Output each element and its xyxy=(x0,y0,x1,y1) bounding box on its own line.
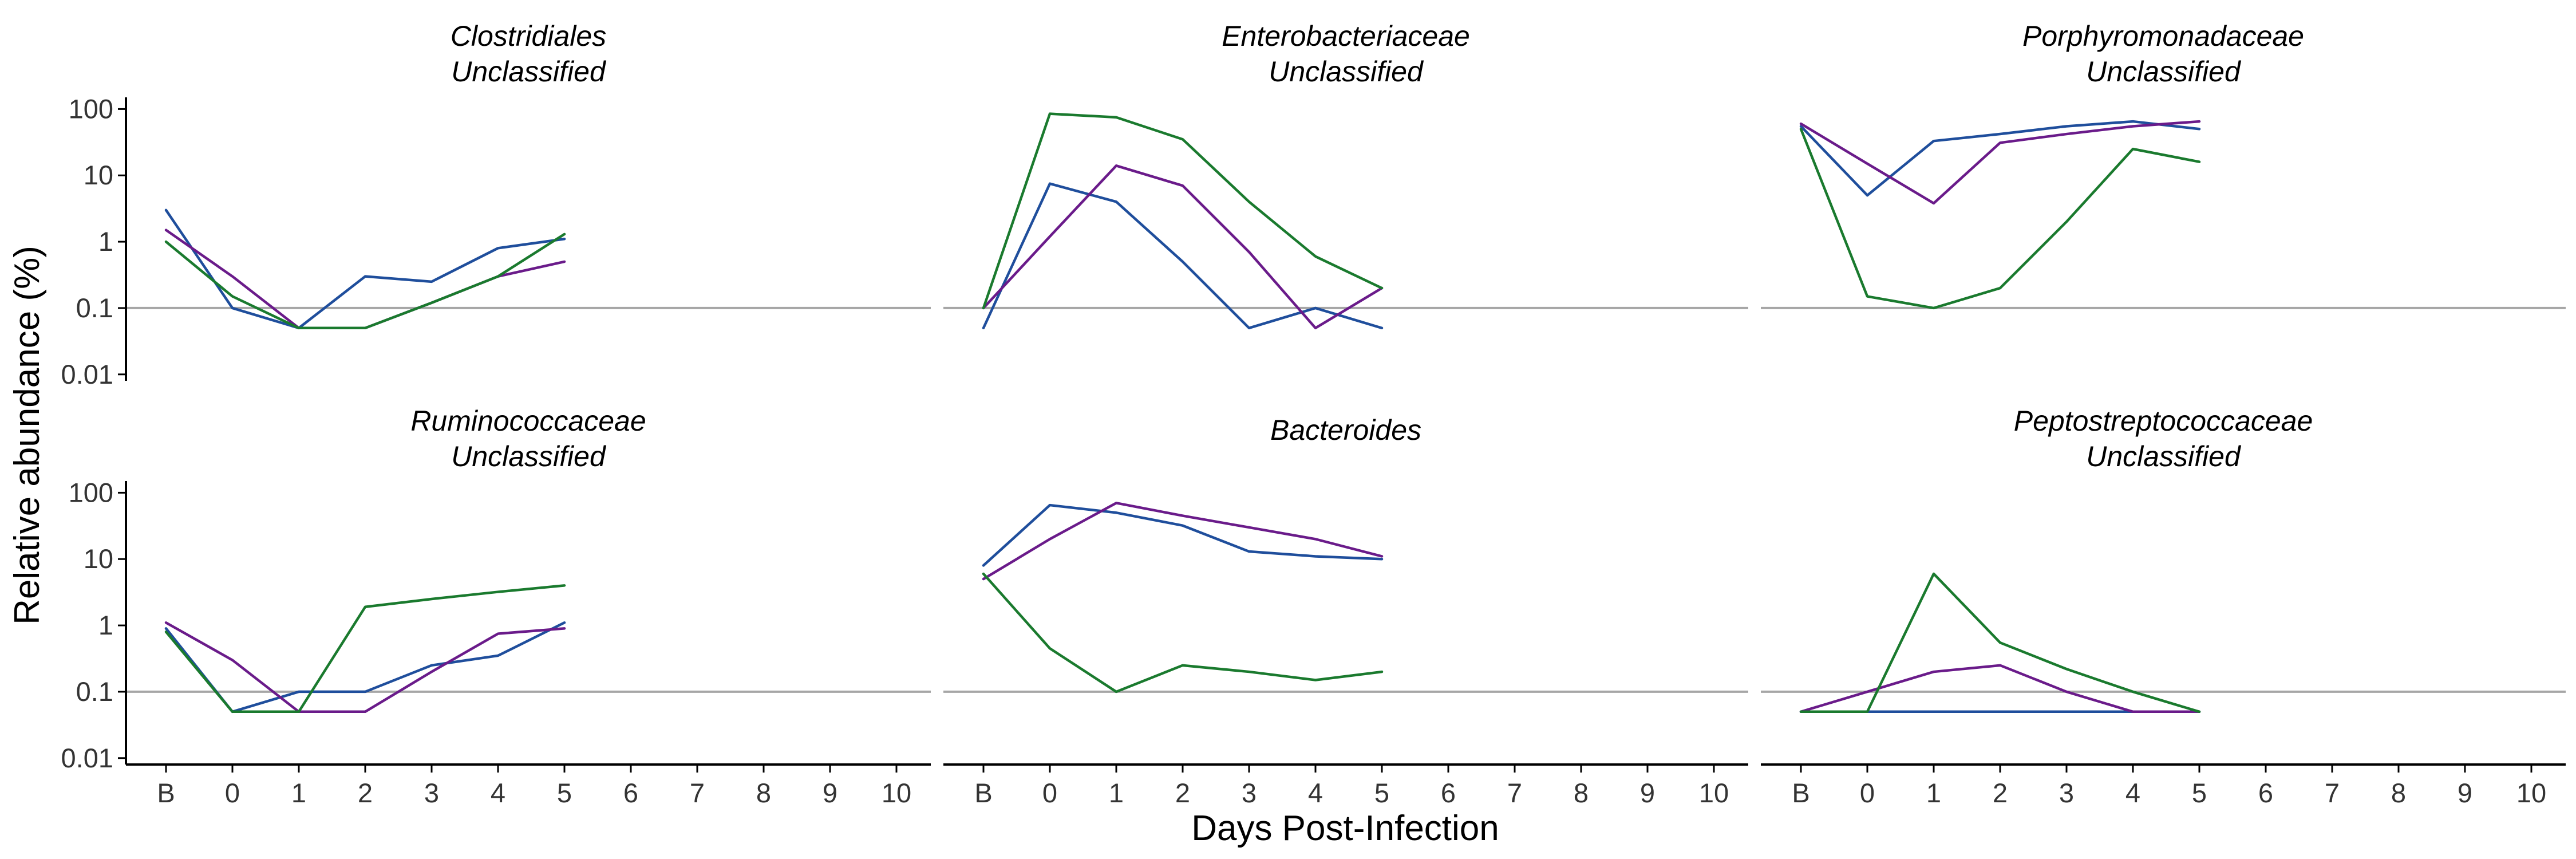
x-axis-title: Days Post-Infection xyxy=(1191,809,1499,848)
x-tick-label: 1 xyxy=(291,778,306,808)
y-axis-title: Relative abundance (%) xyxy=(7,246,47,625)
series-line-3 xyxy=(1799,572,2201,714)
x-tick-label: 8 xyxy=(1574,778,1589,808)
x-tick-label: 0 xyxy=(1042,778,1057,808)
panel-title: Bacteroides xyxy=(1270,414,1421,446)
x-tick-label: 5 xyxy=(557,778,572,808)
y-tick-label: 100 xyxy=(69,477,113,507)
x-tick-label: 3 xyxy=(2059,778,2074,808)
y-tick-label: 0.1 xyxy=(76,676,113,707)
panel-3: Porphyromonadaceae Unclassified xyxy=(1761,20,2566,310)
series-line-2 xyxy=(164,621,566,714)
x-tick-label: 3 xyxy=(424,778,439,808)
panel-4: RuminococcaceaeUnclassified0.010.1110100… xyxy=(61,405,931,808)
x-tick-label: B xyxy=(1792,778,1809,808)
x-tick-label: 6 xyxy=(1441,778,1456,808)
x-tick-label: 4 xyxy=(1308,778,1323,808)
series-line-2 xyxy=(1799,120,2201,205)
series-line-1 xyxy=(982,503,1384,567)
x-tick-label: 2 xyxy=(358,778,373,808)
panel-2: Enterobacteriaceae Unclassified xyxy=(943,20,1748,330)
x-tick-label: 10 xyxy=(2516,778,2546,808)
y-tick-label: 0.01 xyxy=(61,359,113,389)
x-tick-label: 6 xyxy=(623,778,638,808)
x-tick-label: 9 xyxy=(2458,778,2472,808)
series-line-1 xyxy=(982,182,1384,330)
facet-panels: ClostridialesUnclassified0.010.1110100En… xyxy=(61,20,2566,808)
series-line-2 xyxy=(164,228,566,330)
y-tick-label: 10 xyxy=(84,543,113,574)
x-tick-label: 4 xyxy=(2125,778,2140,808)
x-tick-label: 0 xyxy=(225,778,240,808)
x-tick-label: 7 xyxy=(690,778,705,808)
series-line-2 xyxy=(982,164,1384,330)
panel-title: Clostridiales xyxy=(451,20,606,52)
x-tick-label: 8 xyxy=(756,778,771,808)
x-tick-label: 10 xyxy=(882,778,911,808)
panel-title: Unclassified xyxy=(2086,56,2242,88)
panel-title: Porphyromonadaceae xyxy=(2022,20,2304,52)
x-tick-label: 7 xyxy=(2325,778,2340,808)
y-tick-label: 100 xyxy=(69,93,113,124)
x-tick-label: 5 xyxy=(2192,778,2207,808)
series-line-3 xyxy=(982,572,1384,693)
series-line-3 xyxy=(982,112,1384,310)
y-tick-label: 0.01 xyxy=(61,743,113,773)
panel-title: Unclassified xyxy=(2086,440,2242,472)
series-line-2 xyxy=(1799,664,2201,714)
panel-5: Bacteroides B 0 1 2 3 4 5 6 7 8 9 10 xyxy=(943,414,1748,808)
x-tick-label: 8 xyxy=(2391,778,2406,808)
x-tick-label: B xyxy=(974,778,992,808)
series-line-3 xyxy=(164,233,566,330)
x-tick-label: 6 xyxy=(2258,778,2273,808)
series-line-1 xyxy=(164,208,566,330)
panel-title: Ruminococcaceae xyxy=(410,405,646,437)
x-tick-label: 4 xyxy=(491,778,505,808)
y-tick-label: 10 xyxy=(84,160,113,190)
panel-title: Unclassified xyxy=(1269,56,1424,88)
series-line-1 xyxy=(1799,120,2201,197)
x-tick-label: 5 xyxy=(1374,778,1389,808)
x-tick-label: 0 xyxy=(1860,778,1875,808)
x-tick-label: 3 xyxy=(1242,778,1257,808)
x-tick-label: 9 xyxy=(1640,778,1655,808)
series-line-2 xyxy=(982,502,1384,581)
panel-1: Clostridiales Unclassified 0.01 0.1 1 10 100 xyxy=(61,20,931,389)
x-tick-label: 1 xyxy=(1926,778,1941,808)
x-tick-label: 2 xyxy=(1993,778,2008,808)
panel-title: Peptostreptococcaceae xyxy=(2014,405,2313,437)
x-tick-label: 7 xyxy=(1507,778,1522,808)
series-line-3 xyxy=(164,584,566,714)
y-tick-label: 1 xyxy=(98,610,113,640)
panel-title: Unclassified xyxy=(451,56,607,88)
y-tick-label: 0.1 xyxy=(76,293,113,323)
y-tick-label: 1 xyxy=(98,226,113,257)
x-tick-label: 10 xyxy=(1699,778,1729,808)
series-line-1 xyxy=(164,621,566,714)
x-tick-label: 1 xyxy=(1109,778,1124,808)
x-tick-label: 2 xyxy=(1175,778,1190,808)
panel-title: Enterobacteriaceae xyxy=(1222,20,1470,52)
panel-title: Unclassified xyxy=(451,440,607,472)
x-tick-label: B xyxy=(157,778,175,808)
x-tick-label: 9 xyxy=(823,778,837,808)
series-line-3 xyxy=(1799,128,2201,310)
